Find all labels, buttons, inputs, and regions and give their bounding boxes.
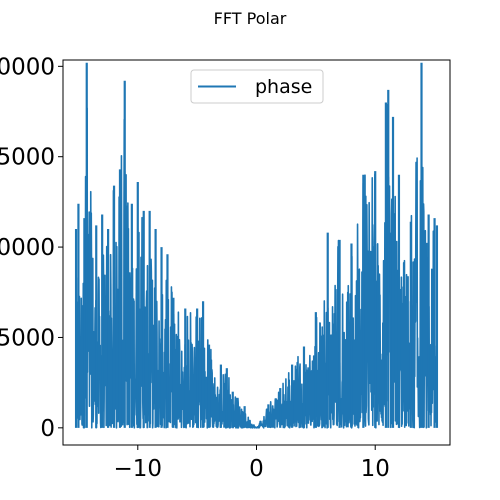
y-axis: 0 5000 10000 15000 20000 <box>0 54 63 442</box>
y-tick-label: 0 <box>40 416 55 442</box>
y-tick-label: 20000 <box>0 54 55 80</box>
x-tick-label: −10 <box>114 456 163 482</box>
legend-label-phase: phase <box>255 76 312 98</box>
legend-box <box>190 69 324 104</box>
series-phase <box>74 62 439 429</box>
y-tick-label: 10000 <box>0 235 55 261</box>
x-axis: −10 0 10 <box>114 445 390 482</box>
series-line-phase <box>75 103 438 429</box>
y-tick-label: 5000 <box>0 325 55 351</box>
chart-title: FFT Polar <box>214 9 287 28</box>
y-tick-label: 15000 <box>0 145 55 171</box>
x-tick-label: 10 <box>361 456 390 482</box>
x-tick-label: 0 <box>249 456 264 482</box>
legend: phase <box>190 69 324 104</box>
